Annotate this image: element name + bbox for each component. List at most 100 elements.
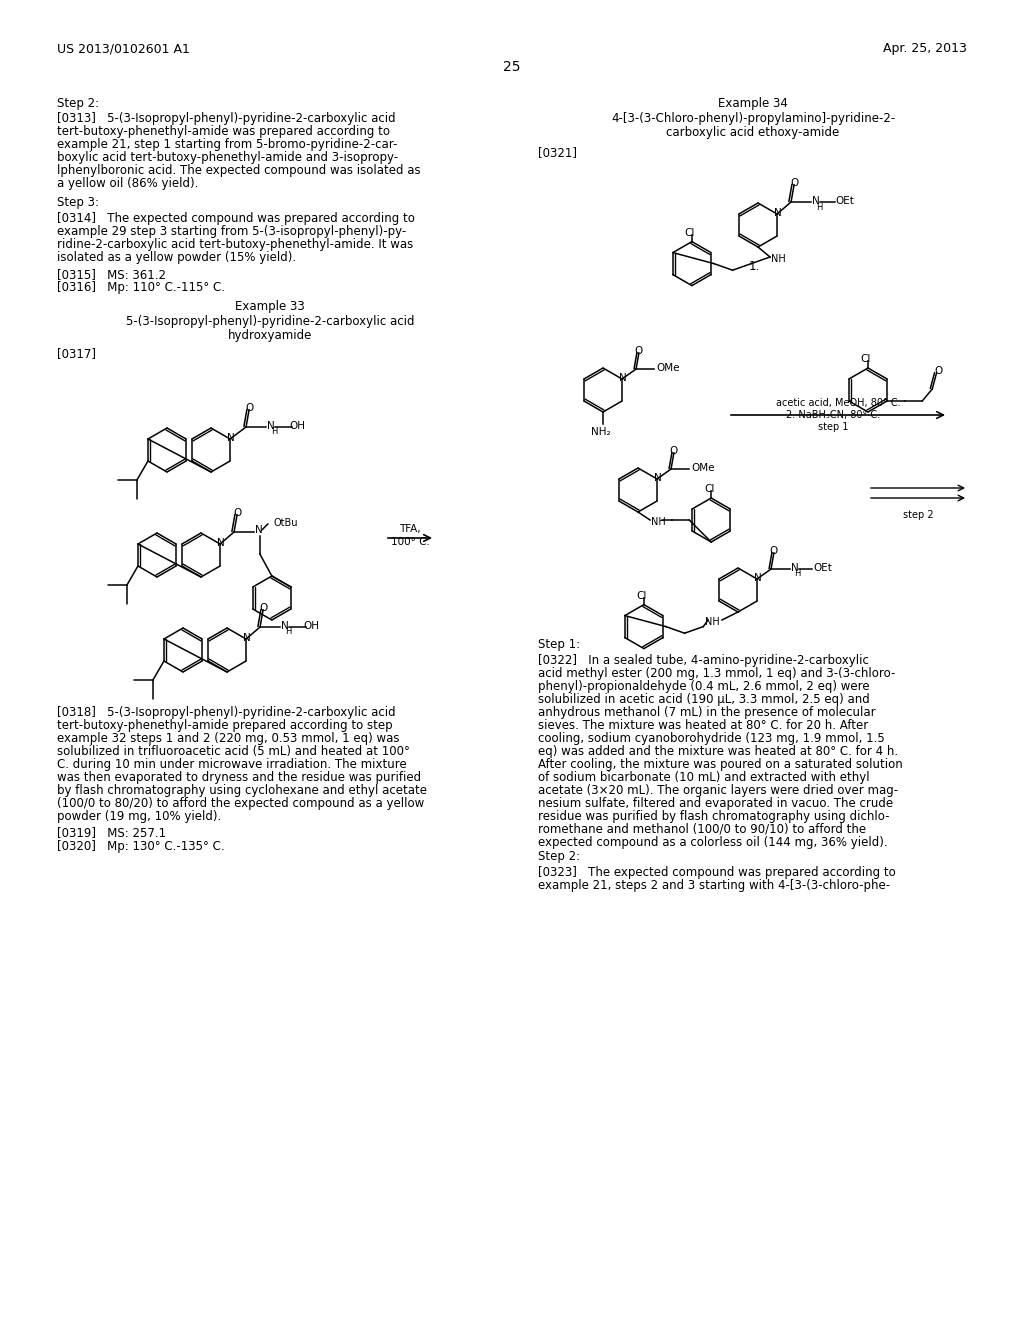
Text: N: N — [812, 195, 820, 206]
Text: solubilized in trifluoroacetic acid (5 mL) and heated at 100°: solubilized in trifluoroacetic acid (5 m… — [57, 744, 410, 758]
Text: romethane and methanol (100/0 to 90/10) to afford the: romethane and methanol (100/0 to 90/10) … — [538, 822, 866, 836]
Text: cooling, sodium cyanoborohydride (123 mg, 1.9 mmol, 1.5: cooling, sodium cyanoborohydride (123 mg… — [538, 733, 885, 744]
Text: nesium sulfate, filtered and evaporated in vacuo. The crude: nesium sulfate, filtered and evaporated … — [538, 797, 893, 810]
Text: O: O — [770, 545, 778, 556]
Text: a yellow oil (86% yield).: a yellow oil (86% yield). — [57, 177, 199, 190]
Text: tert-butoxy-phenethyl-amide was prepared according to: tert-butoxy-phenethyl-amide was prepared… — [57, 125, 390, 139]
Text: N: N — [281, 620, 289, 631]
Text: N: N — [791, 564, 799, 573]
Text: [0320]   Mp: 130° C.-135° C.: [0320] Mp: 130° C.-135° C. — [57, 840, 224, 853]
Text: Example 33: Example 33 — [236, 300, 305, 313]
Text: O: O — [259, 603, 267, 612]
Text: [0322]   In a sealed tube, 4-amino-pyridine-2-carboxylic: [0322] In a sealed tube, 4-amino-pyridin… — [538, 653, 869, 667]
Text: sieves. The mixture was heated at 80° C. for 20 h. After: sieves. The mixture was heated at 80° C.… — [538, 719, 868, 733]
Text: NH: NH — [650, 517, 666, 527]
Text: H: H — [270, 428, 278, 437]
Text: Cl: Cl — [685, 227, 695, 238]
Text: boxylic acid tert-butoxy-phenethyl-amide and 3-isopropy-: boxylic acid tert-butoxy-phenethyl-amide… — [57, 150, 398, 164]
Text: acid methyl ester (200 mg, 1.3 mmol, 1 eq) and 3-(3-chloro-: acid methyl ester (200 mg, 1.3 mmol, 1 e… — [538, 667, 895, 680]
Text: OtBu: OtBu — [273, 517, 298, 528]
Text: powder (19 mg, 10% yield).: powder (19 mg, 10% yield). — [57, 810, 221, 822]
Text: [0319]   MS: 257.1: [0319] MS: 257.1 — [57, 826, 166, 840]
Text: 100° C.: 100° C. — [390, 537, 429, 546]
Text: Step 1:: Step 1: — [538, 638, 581, 651]
Text: OH: OH — [304, 620, 319, 631]
Text: lphenylboronic acid. The expected compound was isolated as: lphenylboronic acid. The expected compou… — [57, 164, 421, 177]
Text: N: N — [267, 421, 274, 432]
Text: hydroxyamide: hydroxyamide — [227, 329, 312, 342]
Text: of sodium bicarbonate (10 mL) and extracted with ethyl: of sodium bicarbonate (10 mL) and extrac… — [538, 771, 869, 784]
Text: phenyl)-propionaldehyde (0.4 mL, 2.6 mmol, 2 eq) were: phenyl)-propionaldehyde (0.4 mL, 2.6 mmo… — [538, 680, 869, 693]
Text: O: O — [670, 446, 678, 455]
Text: US 2013/0102601 A1: US 2013/0102601 A1 — [57, 42, 189, 55]
Text: H: H — [285, 627, 291, 636]
Text: acetate (3×20 mL). The organic layers were dried over mag-: acetate (3×20 mL). The organic layers we… — [538, 784, 898, 797]
Text: residue was purified by flash chromatography using dichlo-: residue was purified by flash chromatogr… — [538, 810, 890, 822]
Text: Step 2:: Step 2: — [57, 96, 99, 110]
Text: carboxylic acid ethoxy-amide: carboxylic acid ethoxy-amide — [667, 125, 840, 139]
Text: ridine-2-carboxylic acid tert-butoxy-phenethyl-amide. It was: ridine-2-carboxylic acid tert-butoxy-phe… — [57, 238, 414, 251]
Text: NH₂: NH₂ — [591, 426, 610, 437]
Text: O: O — [790, 178, 799, 187]
Text: example 32 steps 1 and 2 (220 mg, 0.53 mmol, 1 eq) was: example 32 steps 1 and 2 (220 mg, 0.53 m… — [57, 733, 399, 744]
Text: [0313]   5-(3-Isopropyl-phenyl)-pyridine-2-carboxylic acid: [0313] 5-(3-Isopropyl-phenyl)-pyridine-2… — [57, 112, 395, 125]
Text: N: N — [774, 209, 782, 218]
Text: N: N — [217, 539, 225, 548]
Text: H: H — [816, 202, 822, 211]
Text: [0316]   Mp: 110° C.-115° C.: [0316] Mp: 110° C.-115° C. — [57, 281, 225, 294]
Text: O: O — [245, 403, 253, 413]
Text: [0317]: [0317] — [57, 347, 96, 360]
Text: H: H — [795, 569, 801, 578]
Text: [0321]: [0321] — [538, 147, 577, 158]
Text: OEt: OEt — [836, 195, 854, 206]
Text: eq) was added and the mixture was heated at 80° C. for 4 h.: eq) was added and the mixture was heated… — [538, 744, 898, 758]
Text: step 2: step 2 — [903, 510, 933, 520]
Text: [0323]   The expected compound was prepared according to: [0323] The expected compound was prepare… — [538, 866, 896, 879]
Text: isolated as a yellow powder (15% yield).: isolated as a yellow powder (15% yield). — [57, 251, 296, 264]
Text: step 1: step 1 — [818, 422, 848, 432]
Text: 1.: 1. — [749, 260, 760, 273]
Text: [0315]   MS: 361.2: [0315] MS: 361.2 — [57, 268, 166, 281]
Text: O: O — [635, 346, 643, 356]
Text: After cooling, the mixture was poured on a saturated solution: After cooling, the mixture was poured on… — [538, 758, 903, 771]
Text: example 21, step 1 starting from 5-bromo-pyridine-2-car-: example 21, step 1 starting from 5-bromo… — [57, 139, 397, 150]
Text: 2. NaBH₃CN, 80° C.: 2. NaBH₃CN, 80° C. — [786, 411, 880, 420]
Text: Example 34: Example 34 — [718, 96, 787, 110]
Text: O: O — [233, 508, 242, 517]
Text: OEt: OEt — [813, 564, 831, 573]
Text: C. during 10 min under microwave irradiation. The mixture: C. during 10 min under microwave irradia… — [57, 758, 407, 771]
Text: N: N — [620, 374, 627, 383]
Text: N: N — [755, 573, 762, 583]
Text: Cl: Cl — [705, 484, 715, 494]
Text: Step 2:: Step 2: — [538, 850, 581, 863]
Text: anhydrous methanol (7 mL) in the presence of molecular: anhydrous methanol (7 mL) in the presenc… — [538, 706, 876, 719]
Text: solubilized in acetic acid (190 μL, 3.3 mmol, 2.5 eq) and: solubilized in acetic acid (190 μL, 3.3 … — [538, 693, 869, 706]
Text: tert-butoxy-phenethyl-amide prepared according to step: tert-butoxy-phenethyl-amide prepared acc… — [57, 719, 392, 733]
Text: (100/0 to 80/20) to afford the expected compound as a yellow: (100/0 to 80/20) to afford the expected … — [57, 797, 424, 810]
Text: N: N — [255, 525, 263, 535]
Text: TFA,: TFA, — [399, 524, 421, 535]
Text: 5-(3-Isopropyl-phenyl)-pyridine-2-carboxylic acid: 5-(3-Isopropyl-phenyl)-pyridine-2-carbox… — [126, 315, 415, 327]
Text: Step 3:: Step 3: — [57, 195, 99, 209]
Text: NH: NH — [771, 253, 785, 264]
Text: [0314]   The expected compound was prepared according to: [0314] The expected compound was prepare… — [57, 213, 415, 224]
Text: Cl: Cl — [637, 590, 647, 601]
Text: expected compound as a colorless oil (144 mg, 36% yield).: expected compound as a colorless oil (14… — [538, 836, 888, 849]
Text: OMe: OMe — [656, 363, 679, 374]
Text: was then evaporated to dryness and the residue was purified: was then evaporated to dryness and the r… — [57, 771, 421, 784]
Text: O: O — [934, 366, 943, 376]
Text: N: N — [227, 433, 234, 444]
Text: OMe: OMe — [691, 463, 715, 473]
Text: example 21, steps 2 and 3 starting with 4-[3-(3-chloro-phe-: example 21, steps 2 and 3 starting with … — [538, 879, 890, 892]
Text: 4-[3-(3-Chloro-phenyl)-propylamino]-pyridine-2-: 4-[3-(3-Chloro-phenyl)-propylamino]-pyri… — [611, 112, 895, 125]
Text: by flash chromatography using cyclohexane and ethyl acetate: by flash chromatography using cyclohexan… — [57, 784, 427, 797]
Text: [0318]   5-(3-Isopropyl-phenyl)-pyridine-2-carboxylic acid: [0318] 5-(3-Isopropyl-phenyl)-pyridine-2… — [57, 706, 395, 719]
Text: NH: NH — [705, 616, 720, 627]
Text: Apr. 25, 2013: Apr. 25, 2013 — [883, 42, 967, 55]
Text: N: N — [243, 634, 251, 643]
Text: acetic acid, MeOH, 80° C.: acetic acid, MeOH, 80° C. — [776, 399, 900, 408]
Text: example 29 step 3 starting from 5-(3-isopropyl-phenyl)-py-: example 29 step 3 starting from 5-(3-iso… — [57, 224, 407, 238]
Text: Cl: Cl — [861, 354, 871, 364]
Text: OH: OH — [290, 421, 305, 432]
Text: N: N — [654, 473, 662, 483]
